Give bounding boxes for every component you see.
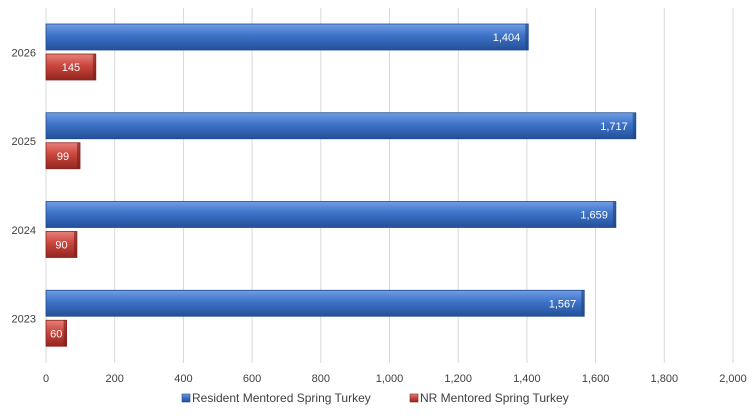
resident-bar	[45, 289, 585, 317]
data-label: 99	[57, 151, 69, 163]
grid-lines	[45, 8, 734, 363]
x-tick-label: 1,000	[376, 373, 404, 385]
data-label: 90	[55, 240, 67, 252]
nr-bar	[45, 53, 97, 81]
bar-edge-shade	[73, 231, 77, 258]
resident-bar	[45, 23, 529, 51]
resident-bar	[45, 112, 637, 140]
category-label: 2024	[12, 225, 36, 237]
x-tick-label: 1,800	[651, 373, 679, 385]
resident-bar	[45, 201, 617, 228]
x-tick-label: 400	[174, 373, 192, 385]
x-tick-label: 200	[106, 373, 124, 385]
bar-edge-shade	[525, 24, 529, 50]
x-tick-label: 1,600	[582, 373, 610, 385]
x-tick-label: 1,400	[513, 373, 541, 385]
x-tick-label: 600	[243, 373, 261, 385]
category-label: 2025	[12, 136, 36, 148]
x-tick-label: 0	[43, 373, 49, 385]
bar-edge-shade	[63, 320, 67, 347]
x-tick-labels: 0 200 400 600 800 1,000 1,200 1,400 1,600 1,800 2,…	[43, 373, 747, 385]
bar-edge-shade	[92, 54, 96, 80]
bar-edge-shade	[612, 201, 616, 228]
data-label: 1,567	[549, 298, 577, 310]
legend-swatch-nr	[409, 393, 419, 403]
data-label: 1,717	[600, 121, 628, 133]
bar-edge-shade	[581, 290, 585, 317]
legend-label-nr: NR Mentored Spring Turkey	[420, 391, 569, 405]
bars: 1,404 145 1,717 99 1,659 90 1,567 60	[45, 23, 637, 347]
x-tick-label: 2,000	[719, 373, 747, 385]
legend: Resident Mentored Spring Turkey NR Mentor…	[181, 391, 569, 405]
legend-swatch-resident	[181, 393, 191, 403]
nr-bar	[45, 142, 81, 170]
data-label: 60	[50, 328, 62, 340]
x-tick-label: 1,200	[444, 373, 472, 385]
data-label: 1,659	[580, 210, 608, 222]
x-tick-label: 800	[312, 373, 330, 385]
legend-label-resident: Resident Mentored Spring Turkey	[192, 391, 371, 405]
bar-edge-shade	[77, 142, 81, 169]
category-labels: 2026 2025 2024 2023	[12, 47, 36, 325]
category-label: 2026	[12, 47, 36, 59]
data-label: 1,404	[493, 32, 521, 44]
bar-edge-shade	[632, 112, 636, 139]
category-label: 2023	[12, 314, 36, 326]
data-label: 145	[62, 62, 80, 74]
